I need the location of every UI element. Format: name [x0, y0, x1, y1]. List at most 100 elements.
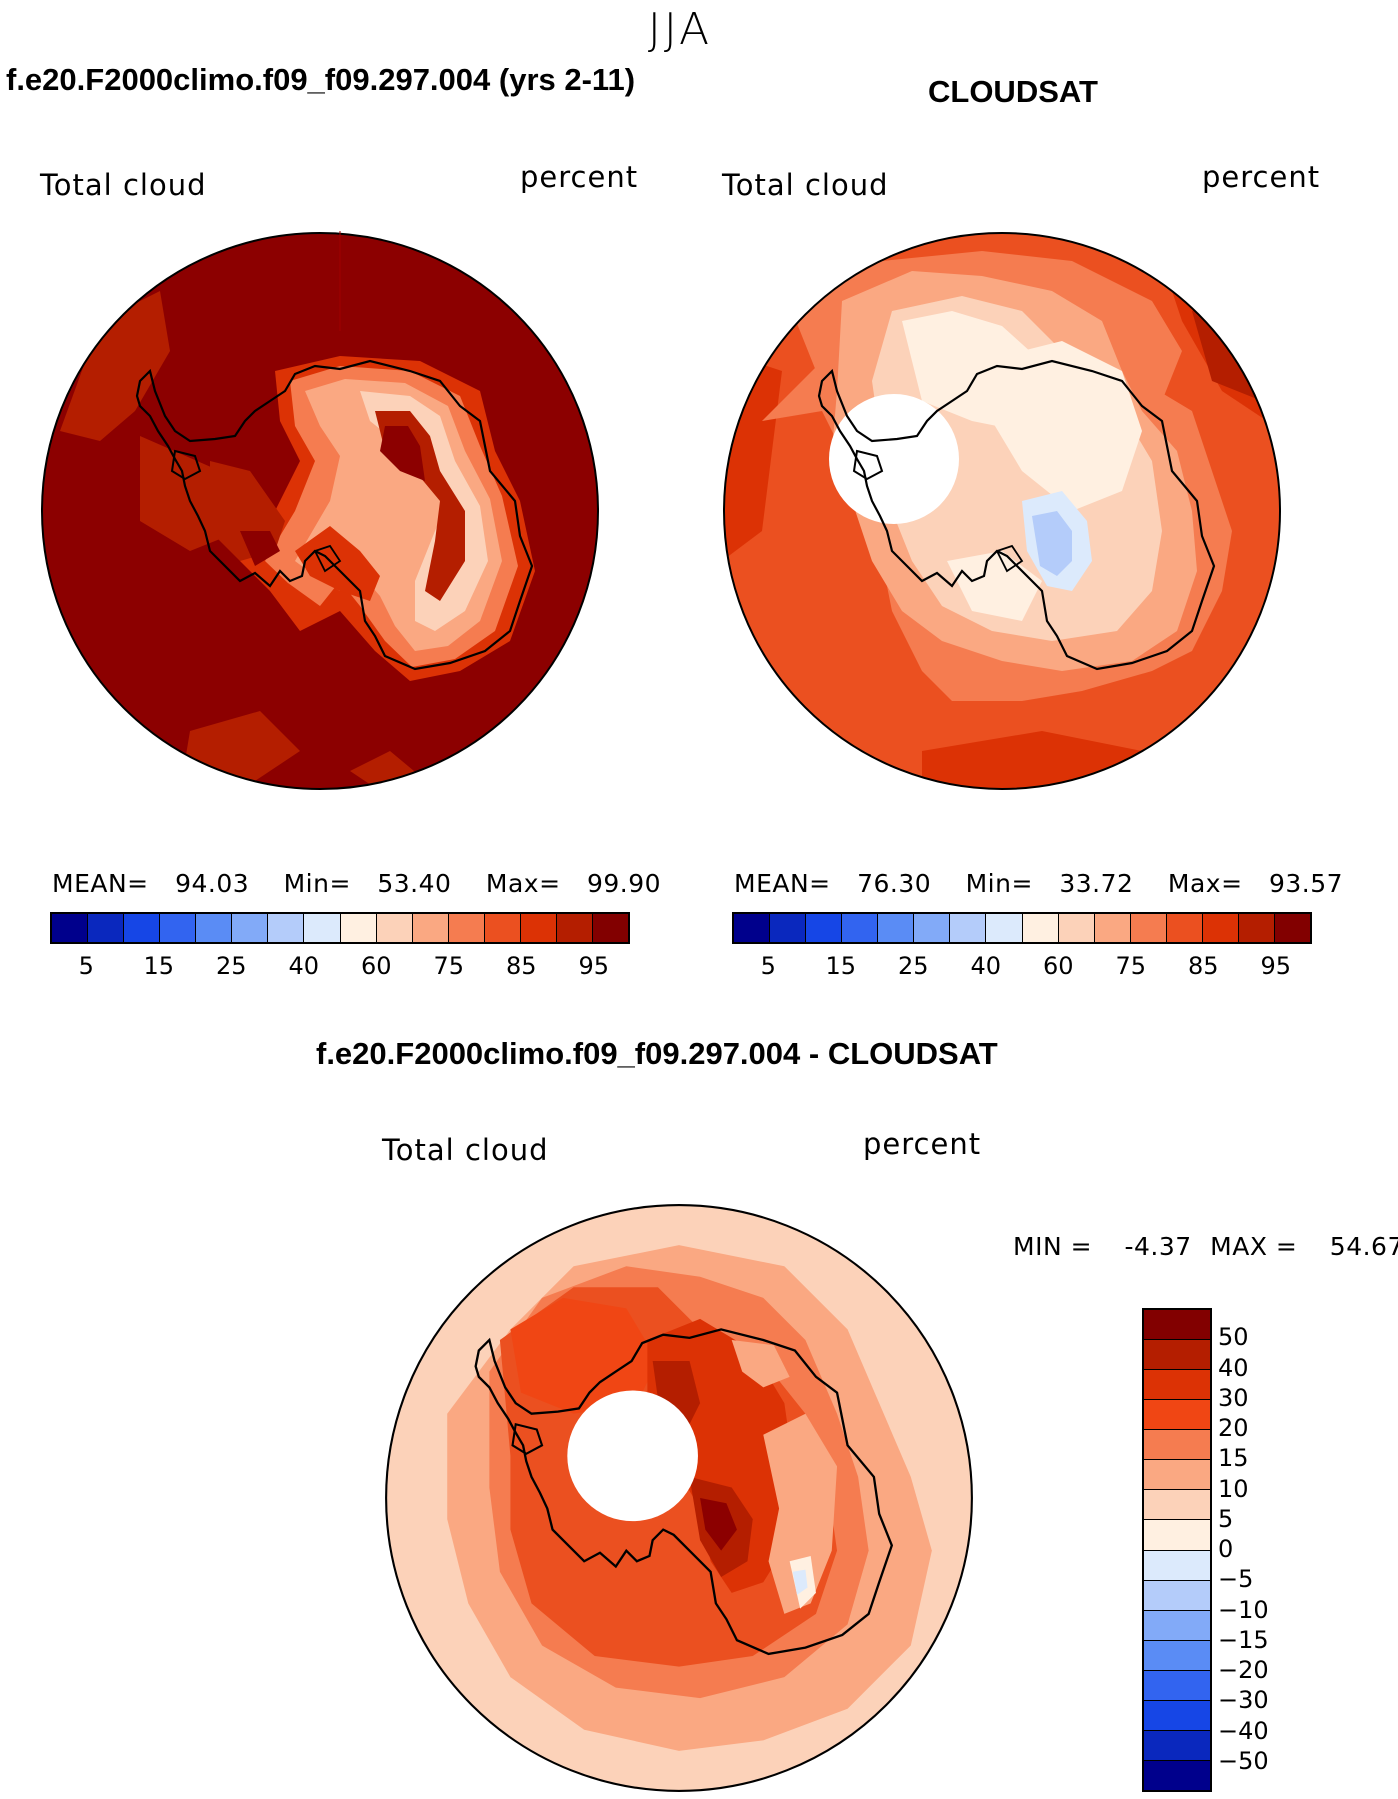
obs-panel-title: CLOUDSAT	[928, 74, 1098, 109]
model-max-value: 99.90	[587, 869, 662, 898]
colorbar-swatch	[412, 914, 449, 942]
colorbar-swatch	[520, 914, 557, 942]
colorbar-swatch	[196, 914, 233, 942]
colorbar-swatch	[1130, 914, 1167, 942]
obs-colorbar	[732, 912, 1312, 944]
obs-mean-value: 76.30	[857, 869, 932, 898]
diff-min-value: -4.37	[1124, 1232, 1192, 1261]
model-colorbar	[50, 912, 630, 944]
model-stats: MEAN= 94.03 Min= 53.40 Max= 99.90	[52, 869, 661, 898]
colorbar-tick-label: −10	[1218, 1595, 1269, 1624]
diff-stats: MIN = -4.37 MAX = 54.67	[1013, 1232, 1398, 1261]
colorbar-swatch	[1144, 1700, 1210, 1731]
colorbar-swatch	[734, 914, 771, 942]
obs-max-value: 93.57	[1269, 869, 1344, 898]
obs-max-label: Max=	[1167, 869, 1243, 898]
colorbar-swatch	[1144, 1640, 1210, 1671]
colorbar-tick-label: 95	[578, 952, 610, 980]
colorbar-tick-label: 40	[1218, 1353, 1249, 1382]
colorbar-swatch	[448, 914, 485, 942]
colorbar-swatch	[1144, 1370, 1210, 1401]
colorbar-tick-label: 0	[1218, 1535, 1234, 1563]
colorbar-swatch	[1058, 914, 1095, 942]
colorbar-tick-label: 85	[505, 952, 537, 980]
colorbar-tick-label: 50	[1218, 1323, 1249, 1352]
colorbar-tick-label: 15	[1218, 1444, 1249, 1473]
diff-colorbar	[1142, 1308, 1212, 1792]
colorbar-tick-label: −15	[1218, 1625, 1269, 1654]
obs-min-label: Min=	[965, 869, 1033, 898]
colorbar-swatch	[1144, 1730, 1210, 1761]
diff-min-label: MIN =	[1013, 1232, 1093, 1261]
colorbar-tick-label: 25	[897, 952, 929, 980]
colorbar-swatch	[806, 914, 843, 942]
colorbar-tick-label: 25	[215, 952, 247, 980]
colorbar-tick-label: 20	[1218, 1414, 1249, 1442]
obs-variable-label: Total cloud	[722, 168, 889, 202]
colorbar-tick-label: −20	[1218, 1656, 1269, 1684]
model-panel-title: f.e20.F2000climo.f09_f09.297.004 (yrs 2-…	[6, 62, 636, 97]
colorbar-swatch	[232, 914, 269, 942]
model-mean-value: 94.03	[175, 869, 250, 898]
diff-units-label: percent	[863, 1127, 982, 1161]
colorbar-swatch	[878, 914, 915, 942]
obs-mean-label: MEAN=	[734, 869, 831, 898]
colorbar-tick-label: −30	[1218, 1686, 1269, 1715]
obs-polar-map	[723, 232, 1281, 790]
colorbar-tick-label: 75	[433, 952, 465, 980]
colorbar-tick-label: 5	[1218, 1504, 1234, 1533]
colorbar-tick-label: 10	[1218, 1474, 1249, 1503]
colorbar-tick-label: 40	[970, 952, 1002, 980]
obs-min-value: 33.72	[1059, 869, 1134, 898]
diff-max-label: MAX =	[1210, 1232, 1298, 1261]
colorbar-tick-label: 30	[1218, 1383, 1249, 1412]
colorbar-swatch	[1144, 1490, 1210, 1521]
colorbar-swatch	[304, 914, 341, 942]
colorbar-swatch	[1274, 914, 1310, 942]
season-title: JJA	[647, 4, 713, 55]
colorbar-tick-label: 15	[143, 952, 175, 980]
colorbar-swatch	[770, 914, 807, 942]
model-polar-map	[41, 231, 599, 790]
colorbar-swatch	[1144, 1580, 1210, 1611]
diff-panel-title: f.e20.F2000climo.f09_f09.297.004 - CLOUD…	[316, 1036, 998, 1071]
colorbar-tick-label: −50	[1218, 1746, 1269, 1775]
colorbar-swatch	[1144, 1460, 1210, 1491]
colorbar-swatch	[842, 914, 879, 942]
model-mean-label: MEAN=	[52, 869, 149, 898]
colorbar-tick-label: 5	[760, 952, 776, 980]
colorbar-tick-label: 60	[1042, 952, 1074, 980]
colorbar-tick-label: 5	[78, 952, 94, 980]
colorbar-tick-label: −40	[1218, 1716, 1269, 1745]
colorbar-swatch	[1144, 1760, 1210, 1790]
colorbar-swatch	[1144, 1340, 1210, 1371]
colorbar-swatch	[914, 914, 951, 942]
model-min-label: Min=	[283, 869, 351, 898]
colorbar-swatch	[268, 914, 305, 942]
colorbar-swatch	[1144, 1430, 1210, 1461]
colorbar-swatch	[1144, 1610, 1210, 1641]
colorbar-swatch	[52, 914, 89, 942]
colorbar-swatch	[1166, 914, 1203, 942]
colorbar-swatch	[124, 914, 161, 942]
colorbar-swatch	[556, 914, 593, 942]
colorbar-tick-label: 85	[1187, 952, 1219, 980]
colorbar-tick-label: 95	[1260, 952, 1292, 980]
colorbar-swatch	[1094, 914, 1131, 942]
colorbar-swatch	[1022, 914, 1059, 942]
colorbar-swatch	[1202, 914, 1239, 942]
colorbar-swatch	[1144, 1400, 1210, 1431]
obs-stats: MEAN= 76.30 Min= 33.72 Max= 93.57	[734, 869, 1343, 898]
colorbar-swatch	[376, 914, 413, 942]
colorbar-swatch	[1238, 914, 1275, 942]
colorbar-swatch	[1144, 1550, 1210, 1581]
colorbar-swatch	[986, 914, 1023, 942]
colorbar-swatch	[340, 914, 377, 942]
colorbar-swatch	[160, 914, 197, 942]
model-max-label: Max=	[485, 869, 561, 898]
diff-variable-label: Total cloud	[382, 1133, 549, 1167]
colorbar-swatch	[592, 914, 628, 942]
model-units-label: percent	[520, 160, 639, 194]
colorbar-tick-label: 15	[825, 952, 857, 980]
colorbar-swatch	[1144, 1310, 1210, 1341]
